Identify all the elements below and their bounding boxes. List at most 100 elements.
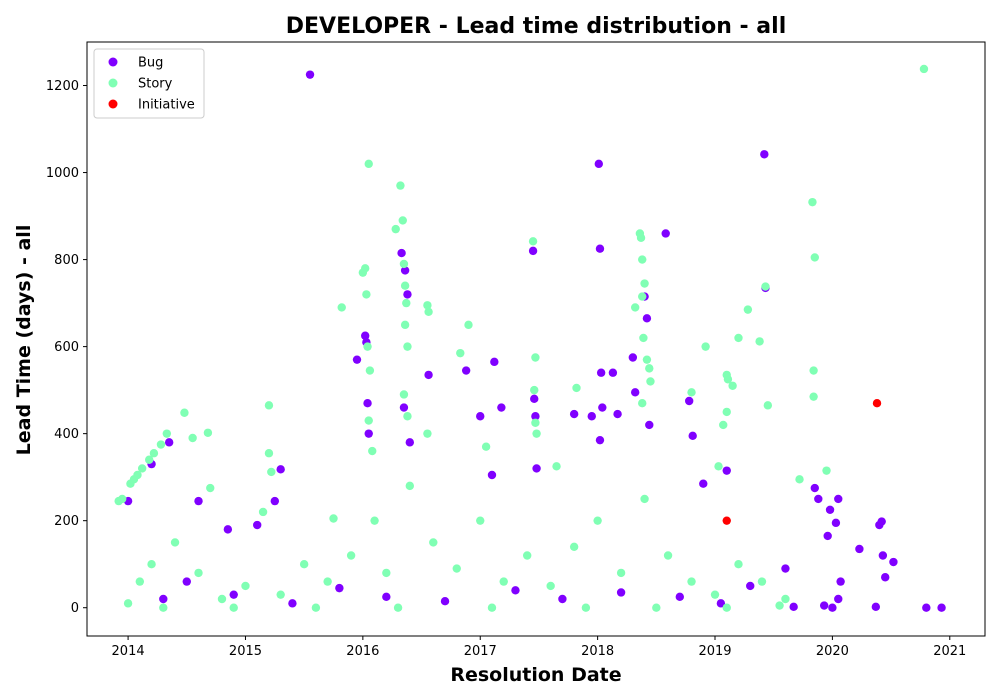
story-point xyxy=(532,429,541,438)
story-point xyxy=(809,366,818,375)
bug-point xyxy=(716,599,726,608)
story-point xyxy=(400,281,410,290)
story-point xyxy=(714,462,723,471)
bug-point xyxy=(684,396,694,406)
y-tick-label: 200 xyxy=(54,514,79,529)
bug-point xyxy=(688,431,697,441)
bug-point xyxy=(288,599,297,608)
bug-point xyxy=(569,409,579,419)
story-point xyxy=(687,388,696,397)
x-axis-label: Resolution Date xyxy=(450,664,621,686)
bug-point xyxy=(253,520,262,530)
legend-marker xyxy=(108,57,118,67)
bug-point xyxy=(642,314,652,323)
story-point xyxy=(267,467,276,477)
bug-point xyxy=(675,592,684,602)
story-point xyxy=(640,279,649,288)
bug-point xyxy=(613,409,622,419)
bug-point xyxy=(403,290,412,299)
bug-point xyxy=(828,603,837,612)
y-tick-label: 800 xyxy=(54,253,79,268)
bug-point xyxy=(628,353,638,362)
story-point xyxy=(722,603,731,612)
legend-label: Bug xyxy=(138,56,163,71)
bug-point xyxy=(461,366,471,375)
bug-point xyxy=(825,505,835,514)
plot-frame xyxy=(86,41,986,637)
y-tick-label: 600 xyxy=(54,340,79,355)
story-point xyxy=(499,577,508,586)
story-point xyxy=(593,516,602,525)
bug-point xyxy=(352,355,362,364)
story-point xyxy=(424,307,433,316)
bug-point xyxy=(335,583,344,593)
story-point xyxy=(135,577,145,586)
story-point xyxy=(763,401,773,410)
story-point xyxy=(159,603,168,612)
initiative-point xyxy=(722,516,731,525)
story-point xyxy=(402,298,411,308)
bug-point xyxy=(616,588,626,597)
story-point xyxy=(531,353,540,362)
story-point xyxy=(188,433,197,443)
story-point xyxy=(258,507,268,517)
story-point xyxy=(403,342,412,351)
bug-point xyxy=(810,483,819,493)
bug-point xyxy=(834,494,843,504)
story-point xyxy=(361,264,370,273)
x-tick-label: 2018 xyxy=(581,644,614,659)
bug-point xyxy=(746,581,755,591)
story-point xyxy=(761,282,770,291)
legend-marker xyxy=(108,99,118,109)
legend-box xyxy=(93,48,205,119)
story-point xyxy=(276,590,285,599)
x-tick-label: 2016 xyxy=(346,644,379,659)
story-point xyxy=(481,442,491,451)
bug-point xyxy=(722,466,731,475)
bug-point xyxy=(363,398,372,408)
legend-label: Story xyxy=(138,77,173,92)
story-point xyxy=(639,333,648,343)
story-point xyxy=(423,301,432,310)
story-point xyxy=(757,577,767,586)
y-axis-label: Lead Time (days) - all xyxy=(13,225,35,456)
bug-point xyxy=(490,357,499,367)
story-point xyxy=(452,564,461,573)
story-point xyxy=(363,342,372,351)
story-point xyxy=(663,551,673,560)
story-point xyxy=(523,551,532,560)
y-tick-label: 1000 xyxy=(46,166,79,181)
initiative-point xyxy=(872,398,882,408)
chart-title: DEVELOPER - Lead time distribution - all xyxy=(286,14,787,39)
bug-point xyxy=(164,438,174,447)
story-point xyxy=(728,381,737,390)
legend-marker xyxy=(108,78,118,88)
story-point xyxy=(399,390,409,399)
story-point xyxy=(456,348,465,358)
bug-point xyxy=(831,518,841,528)
story-point xyxy=(781,594,790,604)
story-point xyxy=(734,333,743,343)
story-point xyxy=(722,407,731,417)
story-point xyxy=(133,470,142,480)
bug-point xyxy=(836,577,845,586)
legend: Bug Story Initiative xyxy=(93,48,205,119)
story-point xyxy=(364,159,373,169)
x-tick-label: 2015 xyxy=(229,644,262,659)
story-point xyxy=(734,560,743,569)
bug-point xyxy=(781,564,790,573)
story-point xyxy=(646,377,655,386)
y-tick-label: 400 xyxy=(54,427,79,442)
story-point xyxy=(365,366,375,375)
story-point xyxy=(630,303,640,312)
story-point xyxy=(241,581,250,591)
story-point xyxy=(362,290,371,299)
story-point xyxy=(370,516,379,525)
bug-point xyxy=(182,577,191,586)
bug-point xyxy=(814,494,823,504)
story-point xyxy=(531,418,540,427)
bug-point xyxy=(476,412,485,421)
story-point xyxy=(810,253,819,262)
bug-point xyxy=(361,331,370,340)
story-point xyxy=(123,599,133,608)
